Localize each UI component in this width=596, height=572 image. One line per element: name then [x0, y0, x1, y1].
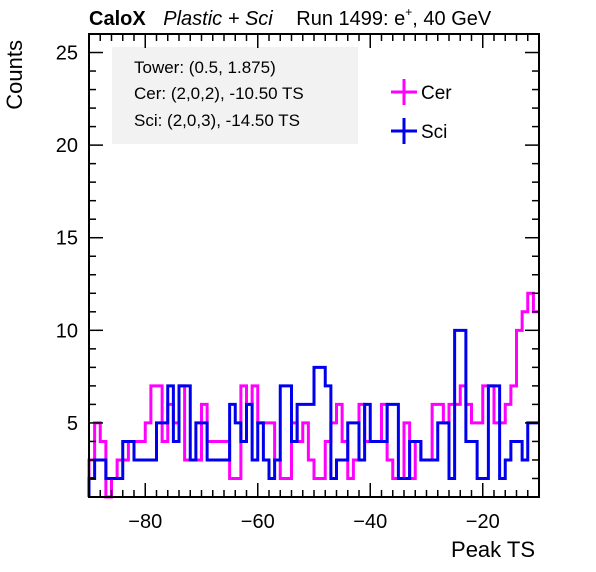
y-tick-label: 5: [67, 413, 78, 435]
y-tick-label: 25: [56, 43, 78, 65]
info-line-sci: Sci: (2,0,3), -14.50 TS: [134, 111, 300, 130]
legend: Cer Sci: [391, 79, 452, 144]
y-tick-label: 15: [56, 228, 78, 250]
title-subtitle: Plastic + Sci: [163, 8, 273, 30]
title-run-tail: , 40 GeV: [412, 8, 492, 30]
y-tick-label: 20: [56, 135, 78, 157]
series-layer: [87, 291, 539, 499]
x-axis-title: Peak TS: [451, 537, 535, 562]
x-tick-label: −20: [466, 511, 500, 533]
title-run-sup: +: [405, 5, 412, 19]
y-axis-title: Counts: [2, 40, 27, 110]
legend-label-sci: Sci: [421, 122, 447, 143]
info-box: [112, 47, 358, 144]
axes-layer: −80 −60 −40 −20 5 10 15 20 25: [56, 33, 540, 533]
chart-title: CaloX Plastic + Sci Run 1499: e+, 40 GeV: [89, 5, 492, 30]
x-tick-label: −40: [353, 511, 387, 533]
title-run: Run 1499: e: [296, 8, 405, 30]
title-brand: CaloX: [89, 8, 146, 30]
series-sci-line: [87, 328, 539, 497]
y-tick-label: 10: [56, 320, 78, 342]
info-line-tower: Tower: (0.5, 1.875): [134, 58, 276, 77]
x-tick-label: −80: [128, 511, 162, 533]
info-line-cer: Cer: (2,0,2), -10.50 TS: [134, 84, 304, 103]
legend-label-cer: Cer: [421, 83, 452, 104]
x-tick-label: −60: [241, 511, 275, 533]
